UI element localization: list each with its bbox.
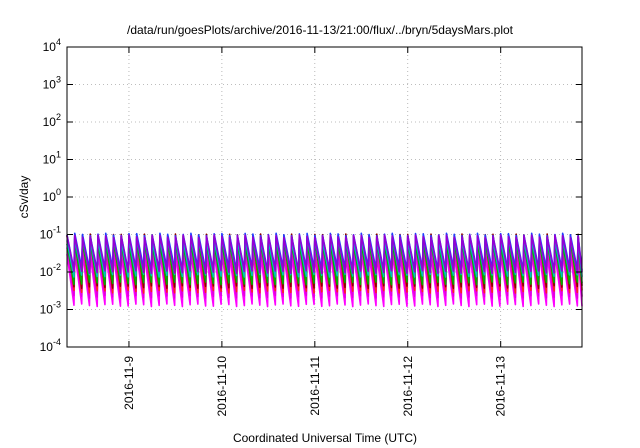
x-axis-label: Coordinated Universal Time (UTC) xyxy=(233,431,417,445)
series-line xyxy=(66,234,583,275)
y-axis: 10-4 10-3 10-2 10-1 100 101 102 103 104 xyxy=(40,37,582,354)
y-tick-label: 101 xyxy=(43,150,61,167)
chart-title: /data/run/goesPlots/archive/2016-11-13/2… xyxy=(127,23,514,37)
series-line xyxy=(66,252,583,308)
x-tick-label: 2016-11-10 xyxy=(215,356,229,417)
y-tick-label: 100 xyxy=(43,187,61,204)
y-tick-label: 104 xyxy=(43,37,61,54)
y-tick-label: 10-4 xyxy=(40,337,61,354)
x-tick-label: 2016-11-11 xyxy=(308,356,322,416)
y-tick-label: 103 xyxy=(43,75,61,92)
series-line xyxy=(66,246,583,299)
y-axis-label: cSv/day xyxy=(17,176,31,219)
y-tick-label: 102 xyxy=(43,112,61,129)
y-tick-label: 10-3 xyxy=(40,300,61,317)
y-tick-label: 10-2 xyxy=(40,262,61,279)
series-line xyxy=(66,237,583,278)
x-axis: 2016-11-9 2016-11-10 2016-11-11 2016-11-12 2… xyxy=(122,47,508,417)
series-group xyxy=(66,232,583,308)
x-tick-label: 2016-11-12 xyxy=(401,356,415,417)
x-tick-label: 2016-11-13 xyxy=(494,356,508,417)
y-tick-label: 10-1 xyxy=(40,225,61,242)
x-tick-label: 2016-11-9 xyxy=(122,356,136,410)
